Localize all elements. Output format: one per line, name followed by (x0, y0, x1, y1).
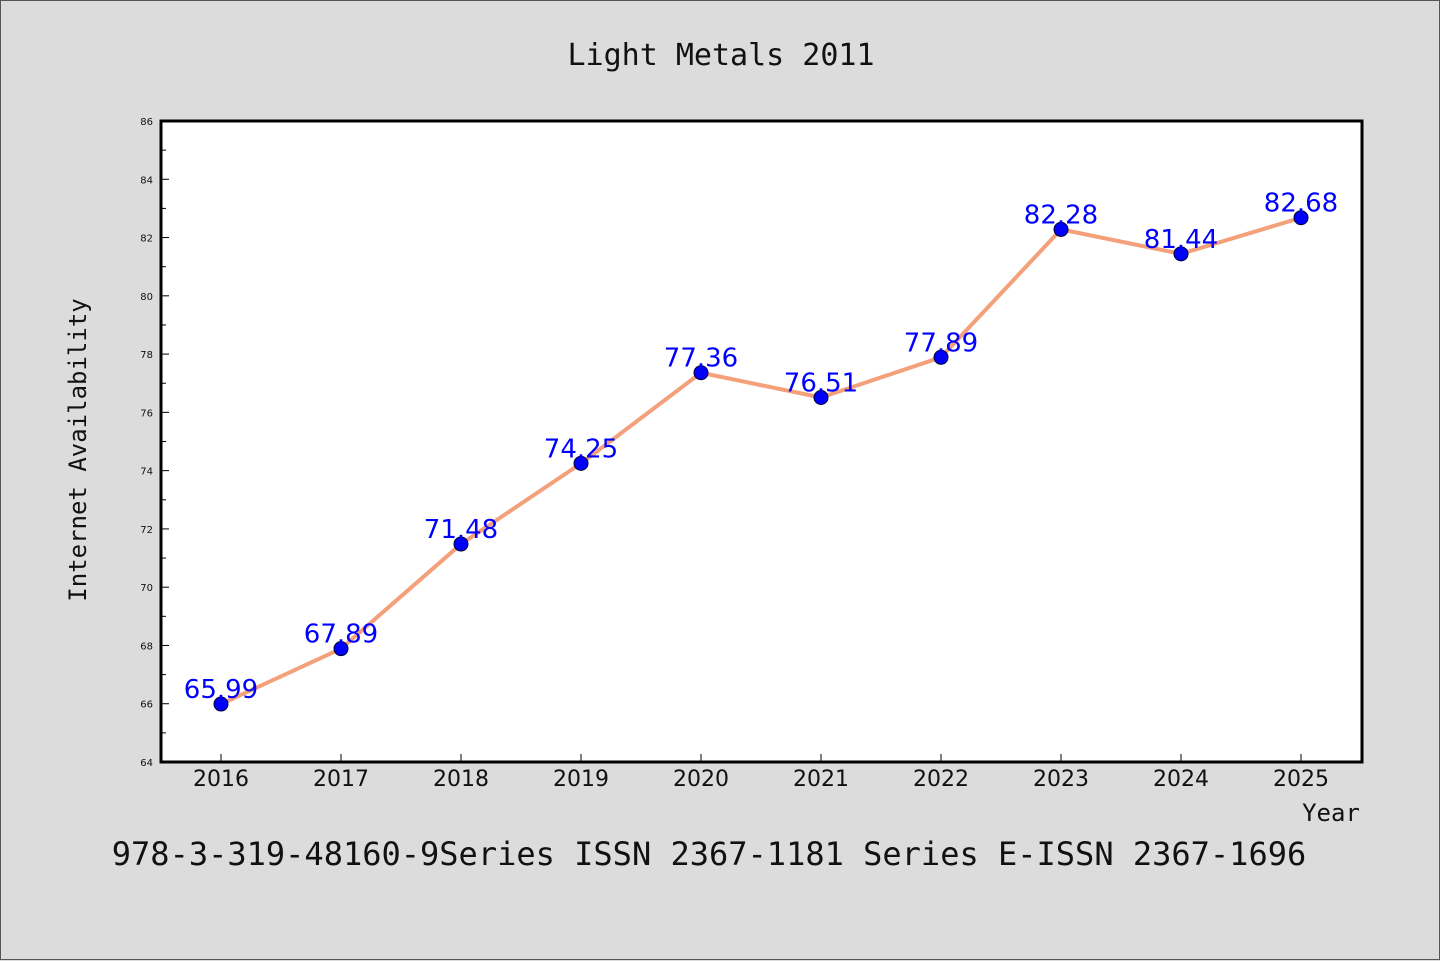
y-tick-label: 84 (140, 175, 153, 186)
data-label: 81.44 (1144, 225, 1218, 255)
data-label: 76.51 (784, 369, 858, 399)
x-tick-label: 2016 (193, 767, 249, 792)
data-point-marker (213, 696, 229, 712)
series-line (219, 215, 1303, 707)
data-point-marker (693, 365, 709, 381)
x-tick-label: 2017 (313, 767, 369, 792)
x-tick-label: 2023 (1033, 767, 1089, 792)
y-tick-label: 68 (140, 641, 153, 652)
plot-area (159, 119, 1364, 764)
data-point-marker (1173, 246, 1189, 262)
data-point-marker (333, 641, 349, 657)
x-tick-label: 2022 (913, 767, 969, 792)
data-label: 74.25 (544, 434, 618, 464)
y-tick-label: 76 (140, 408, 153, 419)
data-point-marker (933, 349, 949, 365)
x-tick-label: 2020 (673, 767, 729, 792)
data-label: 82.28 (1024, 200, 1098, 230)
x-tick-label: 2025 (1273, 767, 1329, 792)
series-group: 65.99 67.89 71.48 74.25 77.36 76.51 77.89 82.28… (184, 189, 1338, 712)
data-label: 65.99 (184, 675, 258, 705)
data-label: 77.36 (664, 344, 738, 374)
x-tick-label: 2024 (1153, 767, 1209, 792)
data-label: 71.48 (424, 515, 498, 545)
y-tick-label: 86 (140, 117, 153, 128)
x-axis-label: Year (1302, 799, 1360, 827)
data-point-marker (1293, 210, 1309, 226)
data-label: 67.89 (304, 620, 378, 650)
y-tick-label: 64 (140, 758, 153, 769)
data-label: 77.89 (904, 328, 978, 358)
y-tick-label: 80 (140, 292, 153, 303)
data-point-marker (573, 455, 589, 471)
x-tick-label: 2019 (553, 767, 609, 792)
y-tick-label: 70 (140, 583, 153, 594)
chart-title: Light Metals 2011 (567, 38, 874, 73)
data-label: 82.68 (1264, 189, 1338, 219)
y-axis-label: Internet Availability (64, 298, 92, 601)
x-tick-label: 2021 (793, 767, 849, 792)
y-tick-label: 78 (140, 350, 153, 361)
y-tick-label: 66 (140, 700, 153, 711)
x-axis: 2016 2017 2018 2019 2020 2021 2022 2023 2024 2025 (193, 754, 1329, 792)
y-tick-label: 82 (140, 234, 153, 245)
data-point-marker (813, 390, 829, 406)
y-tick-label: 74 (140, 467, 153, 478)
data-point-marker (1053, 221, 1069, 237)
footer-isbn-issn: 978-3-319-48160-9Series ISSN 2367-1181 S… (112, 835, 1306, 873)
x-tick-label: 2018 (433, 767, 489, 792)
y-tick-label: 72 (140, 525, 153, 536)
y-axis: 64 66 68 70 72 74 76 78 80 82 84 86 (140, 117, 169, 769)
data-point-marker (453, 536, 469, 552)
